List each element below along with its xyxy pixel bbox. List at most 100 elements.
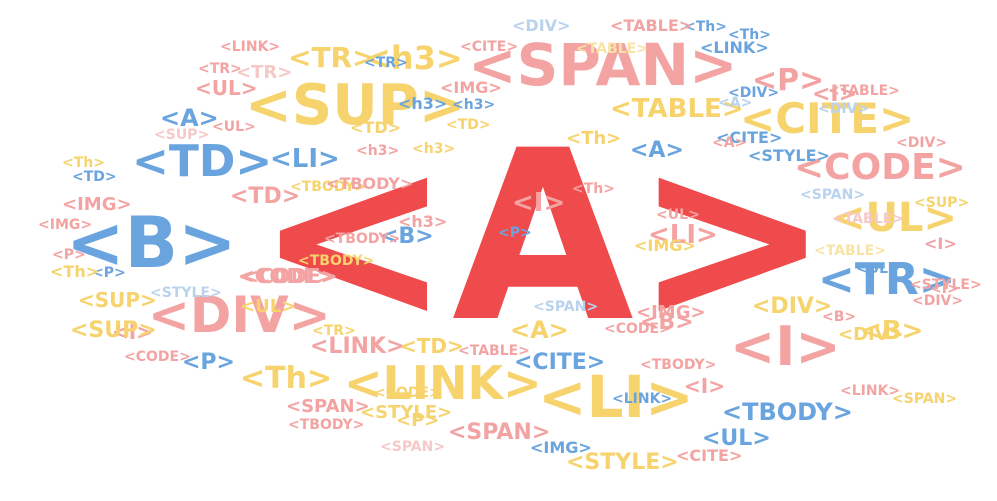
word-119: <DIV>	[912, 293, 964, 309]
word-33: <A>	[510, 316, 569, 344]
word-64: <Th>	[62, 155, 105, 171]
word-24: <UL>	[195, 76, 258, 100]
word-88: <P>	[52, 247, 86, 263]
word-8: <I>	[730, 315, 841, 378]
word-102: <LINK>	[840, 383, 901, 399]
word-72: <UL>	[856, 261, 900, 277]
word-95: <TR>	[198, 61, 242, 77]
word-80: <SUP>	[70, 318, 157, 343]
word-23: <TD>	[230, 184, 301, 209]
word-94: <UL>	[212, 119, 256, 135]
word-7: <LINK>	[344, 356, 542, 410]
word-28: <IMG>	[62, 194, 132, 215]
word-45: <B>	[640, 310, 694, 335]
word-27: <STYLE>	[566, 450, 679, 475]
word-89: <TD>	[350, 118, 402, 137]
word-4: <CITE>	[740, 94, 915, 143]
word-103: <Th>	[728, 27, 771, 43]
word-101: <CODE>	[374, 385, 441, 401]
word-30: <DIV>	[752, 294, 833, 319]
word-82: <STYLE>	[748, 146, 830, 165]
word-42: <TABLE>	[828, 83, 900, 99]
word-34: <B>	[380, 224, 434, 249]
word-120: <TD>	[72, 169, 117, 185]
word-66: <TBODY>	[324, 231, 401, 247]
word-77: <DIV>	[512, 16, 571, 35]
word-67: <TBODY>	[298, 253, 375, 269]
word-54: <IMG>	[634, 236, 696, 255]
word-85: <Th>	[50, 262, 100, 281]
word-49: <TD>	[446, 117, 491, 133]
word-73: <LINK>	[700, 38, 769, 57]
word-40: <TBODY>	[326, 174, 414, 193]
word-48: <LINK>	[310, 334, 405, 359]
word-74: <DIV>	[838, 324, 904, 345]
word-107: <TABLE>	[458, 343, 530, 359]
word-60: <STYLE>	[150, 285, 222, 301]
word-17: <A>	[160, 104, 219, 132]
word-35: <I>	[512, 188, 566, 218]
word-90: <Th>	[572, 181, 615, 197]
word-100: <SUP>	[914, 195, 970, 211]
word-53: <P>	[396, 410, 440, 431]
word-11: <UL>	[832, 195, 957, 241]
word-108: <CODE>	[604, 321, 671, 337]
word-113: <h3>	[452, 97, 496, 113]
word-21: <CODE>	[242, 264, 338, 288]
word-32: <CITE>	[514, 350, 606, 375]
word-57: <STYLE>	[910, 277, 982, 293]
word-39: <TD>	[400, 334, 464, 358]
word-81: <I>	[924, 234, 957, 253]
word-106: <TBODY>	[640, 357, 717, 373]
word-25: <I>	[812, 82, 858, 107]
word-58: <UL>	[240, 296, 297, 317]
word-63: <DIV>	[896, 135, 948, 151]
word-51: <CITE>	[716, 128, 783, 147]
word-78: <IMG>	[38, 217, 93, 233]
word-69: <IMG>	[530, 438, 592, 457]
word-115: <DIV>	[728, 85, 780, 101]
word-96: <h3>	[412, 141, 456, 157]
word-109: <LINK>	[612, 391, 673, 407]
word-50: <TABLE>	[576, 41, 648, 57]
word-1: <B>	[66, 202, 237, 284]
word-15: <P>	[752, 63, 825, 98]
word-97: <h3>	[398, 94, 448, 113]
word-98: <TABLE>	[814, 243, 886, 259]
word-12: <CODE>	[794, 147, 966, 188]
word-47: <CITE>	[460, 39, 519, 55]
word-9: <TD>	[132, 136, 273, 187]
word-14: <TR>	[288, 41, 376, 74]
word-117: <TABLE>	[832, 211, 904, 227]
word-79: <SPAN>	[380, 439, 446, 455]
word-20: <TBODY>	[722, 398, 853, 426]
word-118: <A>	[718, 95, 753, 111]
word-87: <IMG>	[440, 78, 502, 97]
word-52: <TBODY>	[288, 417, 365, 433]
word-93: <LINK>	[220, 39, 281, 55]
word-112: <TR>	[312, 323, 356, 339]
word-18: <LI>	[270, 144, 340, 174]
word-62: <I>	[112, 320, 153, 344]
word-44: <h3>	[398, 212, 448, 231]
word-13: <h3>	[364, 39, 463, 77]
word-31: <TBODY>	[290, 179, 367, 195]
word-5: <LI>	[538, 363, 694, 431]
word-116: <SPAN>	[800, 187, 866, 203]
word-10: <TR>	[818, 254, 956, 305]
word-76: <TABLE>	[610, 16, 693, 35]
word-55: <I>	[684, 374, 725, 398]
word-110: <UL>	[656, 207, 700, 223]
word-38: <IMG>	[636, 302, 706, 323]
word-111: <h3>	[356, 143, 400, 159]
word-84: <P>	[92, 265, 126, 281]
word-104: <B>	[822, 309, 857, 325]
word-105: <TR>	[364, 55, 408, 71]
word-46: <P>	[498, 225, 532, 241]
word-6: <DIV>	[148, 286, 331, 344]
word-92: <A>	[630, 138, 684, 163]
word-26: <SPAN>	[286, 396, 370, 417]
word-114: <A>	[712, 135, 747, 151]
word-16: <TABLE>	[610, 94, 744, 124]
word-68: <SPAN>	[448, 420, 551, 445]
